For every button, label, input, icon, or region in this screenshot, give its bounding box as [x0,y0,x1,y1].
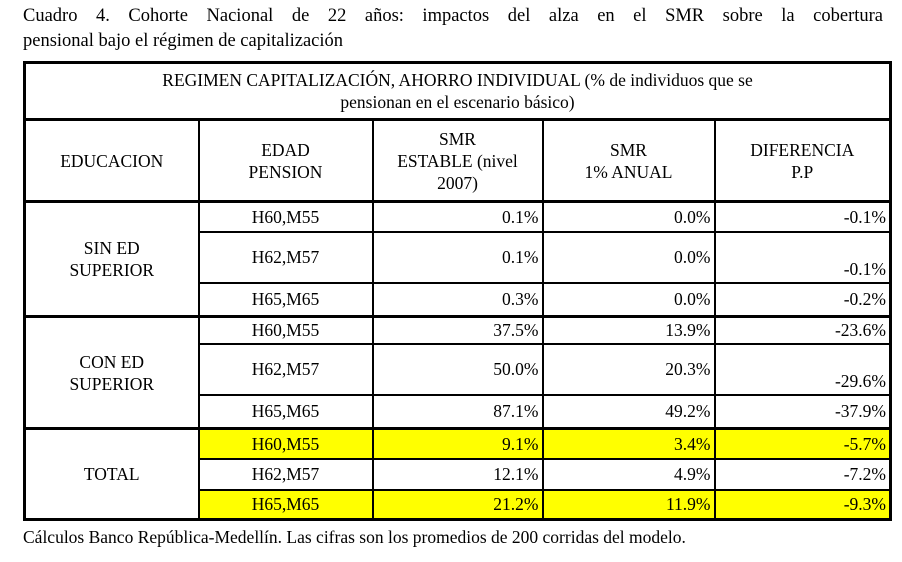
cell-diferencia: -0.1% [713,200,892,233]
cell-smr-estable: 0.3% [371,281,544,318]
column-header-smr-estable: SMR ESTABLE (nivel 2007) [371,118,544,203]
column-header-edad-pension: EDAD PENSION [197,118,374,203]
column-header-row: EDUCACION EDAD PENSION SMR ESTABLE (nive… [23,118,892,203]
cell-diferencia: -7.2% [713,457,892,491]
table-caption-line-1: Cuadro 4. Cohorte Nacional de 22 años: i… [23,6,883,26]
table-row: H65,M65 0.3% 0.0% -0.2% [25,281,892,318]
cell-edad-pension-highlighted: H60,M55 [197,427,374,460]
table-caption: Cuadro 4. Cohorte Nacional de 22 años: i… [23,4,883,54]
table-caption-line-2: pensional bajo el régimen de capitalizac… [23,31,344,51]
cell-edad-pension: H62,M57 [197,230,374,284]
table-row: TOTAL H60,M55 9.1% 3.4% -5.7% [23,427,892,521]
table-title-cell: REGIMEN CAPITALIZACIÓN, AHORRO INDIVIDUA… [23,61,892,121]
cell-smr-anual: 49.2% [541,393,716,430]
group-label-sin-ed-superior: SIN ED SUPERIOR [23,200,200,318]
document-page: Cuadro 4. Cohorte Nacional de 22 años: i… [23,0,893,548]
table-row: H62,M57 12.1% 4.9% -7.2% [25,457,892,491]
table-source-note: Cálculos Banco República-Medellín. Las c… [23,527,686,547]
cell-smr-estable-highlighted: 9.1% [371,427,544,460]
table-row: SIN ED SUPERIOR H60,M55 0.1% 0.0% -0.1% [23,200,892,318]
table-row: H62,M57 50.0% 20.3% -29.6% [25,342,892,396]
column-header-diferencia: DIFERENCIA P.P [713,118,892,203]
cell-smr-anual: 0.0% [541,230,716,284]
cell-smr-anual: 0.0% [541,200,716,233]
table-row: H65,M65 21.2% 11.9% -9.3% [25,488,892,521]
cell-diferencia: -0.2% [713,281,892,318]
cell-edad-pension: H65,M65 [197,393,374,430]
cell-smr-estable: 0.1% [371,200,544,233]
cell-smr-estable: 0.1% [371,230,544,284]
cell-edad-pension: H65,M65 [197,281,374,318]
table-row: CON ED SUPERIOR H60,M55 37.5% 13.9% -23.… [23,315,892,430]
cell-diferencia-highlighted: -9.3% [713,488,892,521]
cell-edad-pension: H62,M57 [197,342,374,396]
cell-edad-pension: H60,M55 [197,200,374,233]
column-header-educacion: EDUCACION [23,118,200,203]
table-title-row: REGIMEN CAPITALIZACIÓN, AHORRO INDIVIDUA… [23,61,892,121]
cell-diferencia: -23.6% [713,315,892,345]
table-row: H62,M57 0.1% 0.0% -0.1% [25,230,892,284]
cell-diferencia: -0.1% [713,230,892,284]
cell-diferencia-highlighted: -5.7% [713,427,892,460]
cell-smr-anual: 20.3% [541,342,716,396]
cell-diferencia: -37.9% [713,393,892,430]
cell-smr-anual-highlighted: 3.4% [541,427,716,460]
cell-smr-estable: 37.5% [371,315,544,345]
table-row: H65,M65 87.1% 49.2% -37.9% [25,393,892,430]
group-label-con-ed-superior: CON ED SUPERIOR [23,315,200,430]
cell-edad-pension-highlighted: H65,M65 [197,488,374,521]
cell-edad-pension: H60,M55 [197,315,374,345]
column-header-smr-anual: SMR 1% ANUAL [541,118,716,203]
cell-smr-anual: 0.0% [541,281,716,318]
cell-smr-anual: 13.9% [541,315,716,345]
cell-smr-estable: 12.1% [371,457,544,491]
cell-smr-estable: 87.1% [371,393,544,430]
cell-smr-estable: 50.0% [371,342,544,396]
pension-coverage-table: REGIMEN CAPITALIZACIÓN, AHORRO INDIVIDUA… [23,61,893,521]
cell-smr-estable-highlighted: 21.2% [371,488,544,521]
cell-edad-pension: H62,M57 [197,457,374,491]
cell-diferencia: -29.6% [713,342,892,396]
cell-smr-anual-highlighted: 11.9% [541,488,716,521]
group-label-total: TOTAL [23,427,200,521]
cell-smr-anual: 4.9% [541,457,716,491]
